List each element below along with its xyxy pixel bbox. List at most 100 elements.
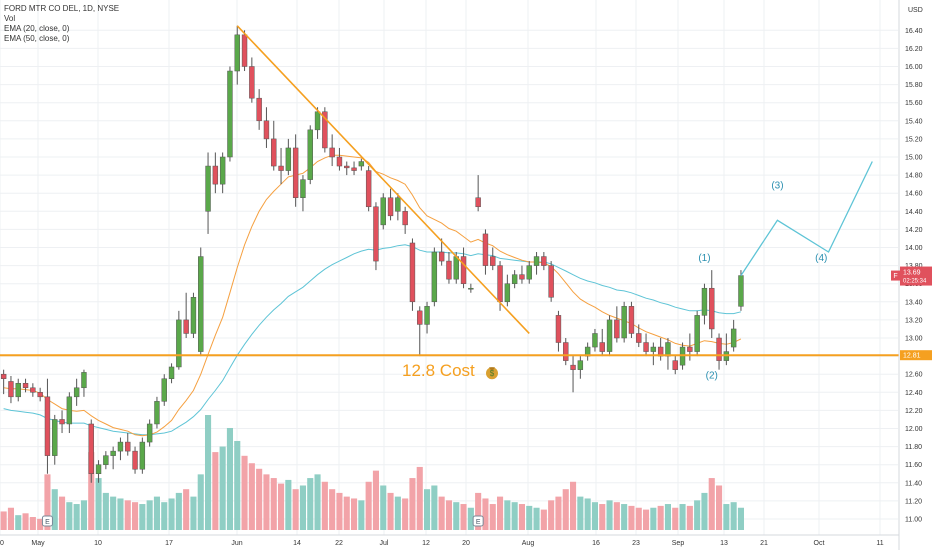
volume-bar <box>409 478 416 530</box>
candle-body <box>424 306 430 325</box>
volume-bar <box>314 474 321 530</box>
volume-bar <box>110 496 117 530</box>
volume-bar <box>708 478 715 530</box>
candle-body <box>373 206 379 262</box>
ema20-line <box>3 154 742 437</box>
volume-bar <box>737 507 744 530</box>
y-tick-label: 16.20 <box>905 46 923 53</box>
y-tick-label: 14.80 <box>905 173 923 180</box>
y-tick-label: 13.40 <box>905 299 923 306</box>
candle-body <box>643 342 649 352</box>
candle-body <box>110 450 116 456</box>
candle-body <box>490 256 496 266</box>
candle-body <box>672 360 678 370</box>
candle-body <box>592 333 598 348</box>
candle-body <box>190 297 197 334</box>
candle-body <box>212 165 219 185</box>
candle-body <box>446 260 452 280</box>
candle-body <box>438 251 445 262</box>
candle-body <box>249 66 255 99</box>
candle-body <box>66 396 73 425</box>
volume-bar <box>380 485 387 530</box>
ema50-line <box>3 244 742 436</box>
candle-body <box>59 419 65 425</box>
volume-bar <box>365 481 372 530</box>
support-price-badge <box>900 350 932 361</box>
volume-bar <box>226 427 233 530</box>
candle-body <box>278 165 284 171</box>
candle-body <box>628 306 635 334</box>
volume-bar <box>628 505 635 530</box>
candle-body <box>541 256 547 266</box>
volume-bar <box>278 483 285 530</box>
candle-body <box>8 381 14 398</box>
volume-bar <box>489 504 496 530</box>
volume-bar <box>161 502 168 530</box>
support-annotation: 12.8 Cost <box>402 361 475 380</box>
candle-body <box>30 387 36 393</box>
volume-bar <box>577 496 584 530</box>
volume-bar <box>445 500 452 530</box>
earnings-marker-label: E <box>45 519 50 526</box>
volume-bar <box>686 505 693 530</box>
volume-bar <box>0 511 7 530</box>
candle-body <box>117 441 124 452</box>
candle-body <box>344 165 350 169</box>
volume-bar <box>511 502 518 530</box>
ema50-legend[interactable]: EMA (50, close, 0) <box>4 34 70 43</box>
volume-bar <box>635 507 642 530</box>
candle-body <box>219 156 226 185</box>
volume-bar <box>358 500 365 530</box>
x-tick-label: 14 <box>293 540 301 547</box>
volume-bar <box>540 509 547 530</box>
volume-bar <box>467 507 474 530</box>
volume-bar <box>66 502 73 530</box>
volume-bar <box>234 440 241 530</box>
volume-bar <box>591 502 598 530</box>
x-tick-label: Sep <box>672 540 685 547</box>
candle-body <box>701 287 708 316</box>
volume-legend[interactable]: Vol <box>4 14 16 23</box>
earnings-marker-label: E <box>476 519 481 526</box>
y-tick-label: 11.40 <box>905 480 922 487</box>
y-tick-label: 11.60 <box>905 462 922 469</box>
candle-body <box>687 346 693 352</box>
x-tick-label: 22 <box>335 540 343 547</box>
x-tick-label: 17 <box>165 540 173 547</box>
volume-bar <box>132 502 139 530</box>
candle-body <box>460 256 467 284</box>
volume-bar <box>197 474 204 530</box>
volume-bar <box>694 500 701 530</box>
volume-bar <box>555 496 562 530</box>
volume-bar <box>80 500 87 530</box>
volume-bar <box>175 492 182 530</box>
wave-label: (1) <box>698 253 710 264</box>
x-tick-label: 20 <box>462 540 470 547</box>
candle-body <box>168 366 175 379</box>
candle-body <box>351 167 357 171</box>
candle-body <box>292 147 299 198</box>
earnings-marker <box>472 515 484 527</box>
volume-bar <box>343 496 350 530</box>
wave-label: (2) <box>706 371 718 382</box>
candle-body <box>482 233 489 266</box>
volume-bar <box>307 478 314 530</box>
volume-bar <box>621 504 628 530</box>
symbol-title[interactable]: FORD MTR CO DEL, 1D, NYSE <box>4 4 120 13</box>
volume-bar <box>102 492 109 530</box>
y-tick-label: 12.40 <box>905 390 923 397</box>
ema20-legend[interactable]: EMA (20, close, 0) <box>4 24 70 33</box>
y-tick-label: 11.80 <box>905 444 922 451</box>
volume-bar <box>168 498 175 530</box>
volume-bar <box>394 496 401 530</box>
candle-body <box>205 165 211 212</box>
candle-body <box>161 378 167 402</box>
candle-body <box>555 315 562 343</box>
money-bag-neck <box>489 367 495 371</box>
y-tick-label: 14.40 <box>905 209 923 216</box>
volume-bar <box>402 498 409 530</box>
volume-bar <box>22 513 29 530</box>
candle-body <box>614 319 620 339</box>
